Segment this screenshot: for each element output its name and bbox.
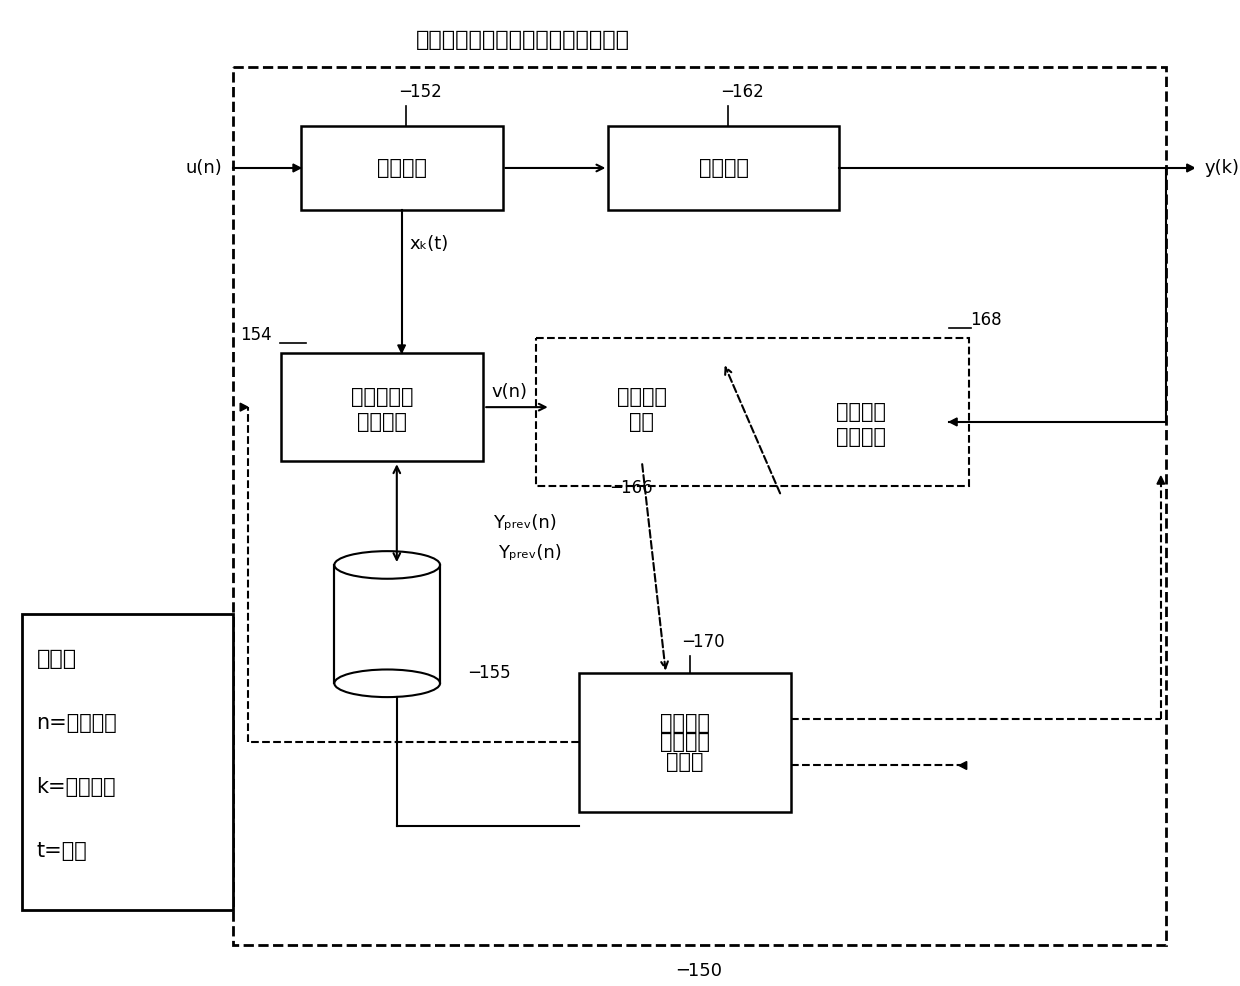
Text: 故障检测及: 故障检测及 bbox=[351, 387, 414, 407]
Text: 168: 168 bbox=[971, 312, 1002, 329]
Text: 逐片晶片: 逐片晶片 bbox=[660, 713, 711, 733]
Polygon shape bbox=[1157, 476, 1164, 484]
Text: k=批次号码: k=批次号码 bbox=[36, 777, 117, 797]
Bar bbox=[771, 368, 950, 476]
Text: v(n): v(n) bbox=[491, 384, 527, 401]
Text: 测量数据: 测量数据 bbox=[836, 402, 885, 422]
Bar bbox=[335, 565, 440, 683]
Ellipse shape bbox=[335, 669, 440, 697]
Bar bbox=[551, 353, 733, 461]
Text: xₖ(t): xₖ(t) bbox=[409, 236, 449, 253]
Polygon shape bbox=[241, 403, 248, 411]
Text: 标记：: 标记： bbox=[36, 649, 77, 669]
Polygon shape bbox=[950, 418, 957, 426]
Ellipse shape bbox=[335, 551, 440, 579]
Text: u(n): u(n) bbox=[185, 159, 222, 176]
Polygon shape bbox=[293, 164, 301, 172]
Text: n=晶片号码: n=晶片号码 bbox=[36, 713, 117, 733]
Text: Yₚᵣₑᵥ(n): Yₚᵣₑᵥ(n) bbox=[497, 543, 562, 562]
Text: 模型: 模型 bbox=[630, 412, 655, 432]
Bar bbox=[281, 353, 484, 461]
Text: ─150: ─150 bbox=[677, 962, 722, 980]
Bar bbox=[22, 614, 233, 910]
Text: 154: 154 bbox=[241, 326, 272, 344]
Text: 测量设备: 测量设备 bbox=[698, 158, 749, 178]
Text: ─155: ─155 bbox=[469, 665, 511, 682]
Text: 具有逐片晶片控制能力的线上装置；: 具有逐片晶片控制能力的线上装置； bbox=[417, 31, 630, 50]
Bar bbox=[609, 126, 839, 210]
Text: 虚拟测量: 虚拟测量 bbox=[616, 387, 667, 407]
Text: ─152: ─152 bbox=[401, 83, 441, 101]
Text: 调整单元: 调整单元 bbox=[836, 427, 885, 447]
Polygon shape bbox=[959, 761, 967, 769]
Text: ─162: ─162 bbox=[722, 83, 764, 101]
Text: y(k): y(k) bbox=[1204, 159, 1239, 176]
Bar bbox=[536, 338, 968, 486]
Polygon shape bbox=[398, 345, 405, 353]
Text: 控制器: 控制器 bbox=[666, 752, 704, 772]
Text: ─170: ─170 bbox=[683, 633, 725, 651]
Bar bbox=[233, 67, 1166, 945]
Bar bbox=[301, 126, 502, 210]
Text: 先进工艺: 先进工艺 bbox=[660, 733, 711, 752]
Text: Yₚᵣₑᵥ(n): Yₚᵣₑᵥ(n) bbox=[494, 514, 557, 532]
Text: ─166: ─166 bbox=[611, 479, 653, 497]
Bar bbox=[579, 673, 791, 811]
Text: t=时间: t=时间 bbox=[36, 841, 87, 861]
Polygon shape bbox=[1187, 164, 1194, 172]
Text: 工艺设备: 工艺设备 bbox=[377, 158, 427, 178]
Text: 分类模块: 分类模块 bbox=[357, 412, 408, 432]
